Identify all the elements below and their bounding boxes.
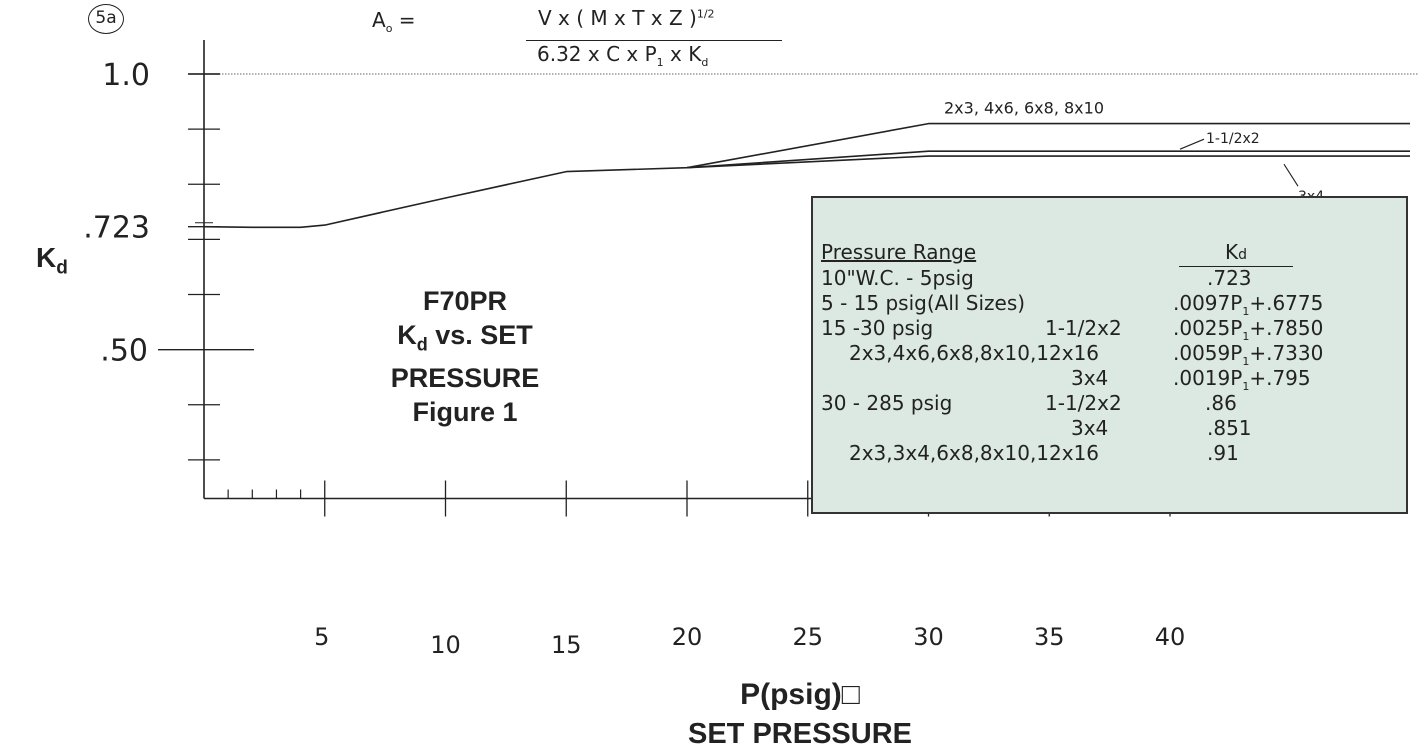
table-row: 15 -30 psig 1-1/2x2 .0025P1+.7850 bbox=[813, 316, 1406, 343]
formula-numerator: V x ( M x T x Z )1/2 bbox=[538, 6, 715, 30]
formula-den-sub2: d bbox=[701, 56, 709, 69]
table-cell-size: 1-1/2x2 bbox=[1045, 391, 1122, 415]
figure-badge: 5a bbox=[88, 4, 124, 34]
formula-lhs-sub: o bbox=[385, 22, 393, 35]
x-tick-label: 20 bbox=[672, 623, 703, 651]
table-header-k: K bbox=[1224, 240, 1239, 264]
table-cell-size: 3x4 bbox=[1071, 366, 1109, 390]
formula-denominator: 6.32 x C x P1 x Kd bbox=[537, 42, 708, 69]
x-tick-label: 40 bbox=[1155, 623, 1186, 651]
table-cell-kd: .851 bbox=[1207, 416, 1252, 440]
ticks: 1.0 .723 .50 5 10 15 20 25 30 35 40 bbox=[83, 58, 1185, 659]
y-axis-label: Kd bbox=[36, 242, 68, 280]
table-row: 2x3,4x6,6x8,8x10,12x16 .0059P1+.7330 bbox=[813, 341, 1406, 368]
formula-den-b: x K bbox=[663, 42, 702, 66]
table-cell-size: 1-1/2x2 bbox=[1045, 316, 1122, 340]
table-row: 5 - 15 psig(All Sizes) .0097P1+.6775 bbox=[813, 291, 1406, 318]
formula-equals: = bbox=[392, 8, 416, 32]
x-tick-label: 15 bbox=[551, 631, 582, 659]
table-header-kd-cell: Kd bbox=[1179, 240, 1293, 267]
table-cell-range: 5 - 15 psig(All Sizes) bbox=[821, 291, 1026, 315]
title-rest: vs. SET PRESSURE bbox=[390, 320, 540, 394]
title-line2: Kd vs. SET PRESSURE bbox=[320, 318, 610, 395]
table-cell-kd: .0097P1+.6775 bbox=[1173, 291, 1324, 318]
table-row: 3x4 .851 bbox=[813, 416, 1406, 440]
table-cell-range: 2x3,3x4,6x8,8x10,12x16 bbox=[849, 441, 1100, 465]
y-tick-label: .723 bbox=[83, 211, 150, 246]
table-row: 3x4 .0019P1+.795 bbox=[813, 366, 1406, 393]
series-line-2 bbox=[686, 150, 1410, 169]
table-cell-kd: .723 bbox=[1207, 266, 1252, 290]
series-leader-3 bbox=[1283, 163, 1299, 187]
table-header-kd: Kd bbox=[1179, 241, 1293, 267]
y-tick-label: .50 bbox=[100, 334, 148, 369]
table-cell-kd: .91 bbox=[1207, 441, 1239, 465]
kd-table: Pressure Range Kd 10"W.C. - 5psig .723 5 -… bbox=[811, 196, 1408, 514]
title-k-sub: d bbox=[416, 334, 428, 355]
formula-lhs: Ao = bbox=[372, 8, 416, 35]
x-tick-label: 5 bbox=[314, 623, 329, 651]
table-header-range: Pressure Range bbox=[821, 240, 977, 264]
formula-den-sub1: 1 bbox=[656, 56, 664, 69]
formula-lhs-var: A bbox=[372, 8, 386, 32]
series-lines bbox=[203, 122, 1410, 229]
series-leader-2 bbox=[1179, 138, 1205, 150]
table-cell-kd: .0019P1+.795 bbox=[1173, 366, 1311, 393]
series-line-1 bbox=[203, 122, 1410, 229]
table-cell-range: 10"W.C. - 5psig bbox=[821, 266, 974, 290]
x-axis-sublabel: SET PRESSURE bbox=[688, 718, 912, 750]
figure-title: F70PR Kd vs. SET PRESSURE Figure 1 bbox=[320, 284, 610, 429]
table-header-row: Pressure Range Kd bbox=[813, 240, 1406, 267]
table-row: 30 - 285 psig 1-1/2x2 .86 bbox=[813, 391, 1406, 415]
y-axis-label-sub: d bbox=[56, 257, 68, 279]
table-cell-range: 15 -30 psig bbox=[821, 316, 934, 340]
table-row: 10"W.C. - 5psig .723 bbox=[813, 266, 1406, 290]
title-k: K bbox=[397, 320, 417, 350]
x-tick-label: 10 bbox=[430, 631, 461, 659]
table-cell-kd: .0059P1+.7330 bbox=[1173, 341, 1324, 368]
formula-fraction-bar bbox=[526, 40, 782, 41]
table-cell-range: 2x3,4x6,6x8,8x10,12x16 bbox=[849, 341, 1100, 365]
series-label-2: 1-1/2x2 bbox=[1206, 131, 1260, 147]
table-cell-range: 30 - 285 psig bbox=[821, 391, 953, 415]
x-axis-label: P(psig)□ bbox=[740, 678, 860, 711]
x-tick-label: 30 bbox=[913, 623, 944, 651]
y-tick-label: 1.0 bbox=[102, 58, 150, 93]
formula-num-sup: 1/2 bbox=[696, 7, 715, 21]
table-cell-kd: .86 bbox=[1205, 391, 1237, 415]
table-cell-kd: .0025P1+.7850 bbox=[1173, 316, 1324, 343]
formula-den-a: 6.32 x C x P bbox=[537, 42, 657, 66]
series-line-3 bbox=[686, 155, 1410, 169]
formula-num-text: V x ( M x T x Z ) bbox=[538, 6, 697, 30]
x-tick-label: 35 bbox=[1034, 623, 1065, 651]
y-axis-label-k: K bbox=[36, 242, 57, 273]
series-label-1: 2x3, 4x6, 6x8, 8x10 bbox=[944, 99, 1104, 118]
table-header-k-sub: d bbox=[1238, 247, 1247, 263]
orifice-formula: 5a Ao = V x ( M x T x Z )1/2 6.32 x C x … bbox=[0, 0, 900, 80]
title-figure: Figure 1 bbox=[412, 397, 518, 428]
table-row: 2x3,3x4,6x8,8x10,12x16 .91 bbox=[813, 441, 1406, 465]
x-tick-label: 25 bbox=[792, 623, 823, 651]
table-cell-size: 3x4 bbox=[1071, 416, 1109, 440]
title-model: F70PR bbox=[422, 286, 508, 316]
